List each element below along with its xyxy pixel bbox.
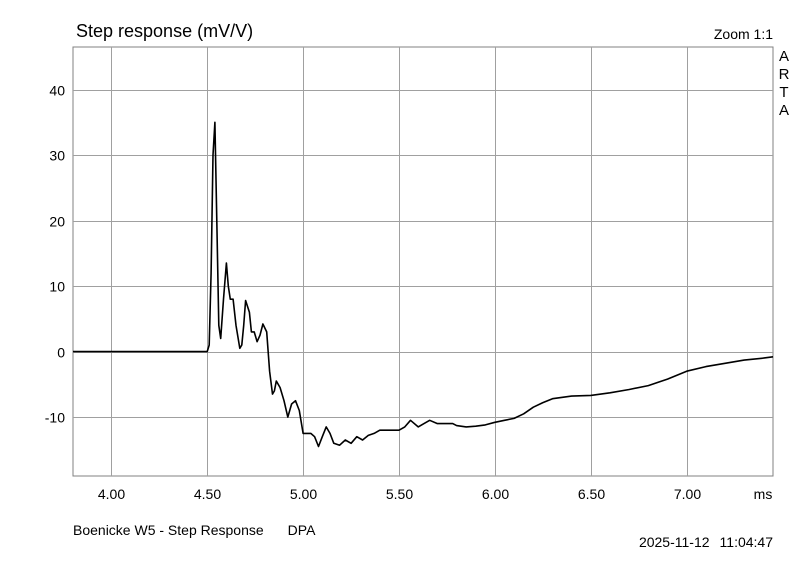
x-tick-label: 4.00 [98, 486, 125, 502]
measurement-name: Boenicke W5 - Step Response [73, 522, 264, 538]
timestamp: 2025-11-12 11:04:47 [639, 534, 773, 550]
x-tick-label: 5.00 [290, 486, 317, 502]
y-tick-label: 20 [49, 214, 65, 230]
timestamp-date: 2025-11-12 [638, 534, 710, 550]
y-tick-label: 40 [49, 83, 65, 99]
measurement-type: DPA [287, 522, 316, 538]
x-tick-label: 6.50 [578, 486, 605, 502]
y-tick-label: -10 [45, 410, 65, 426]
brand-letter: A [778, 48, 789, 65]
step-response-line [73, 121, 774, 448]
x-tick-label: 4.50 [194, 486, 221, 502]
y-tick-label: 0 [57, 345, 65, 361]
x-axis-unit: ms [754, 486, 773, 502]
measurement-info: Boenicke W5 - Step Response DPA [73, 522, 315, 538]
y-tick-label: 30 [49, 148, 65, 164]
brand-letter: R [778, 66, 790, 83]
chart-title: Step response (mV/V) [76, 21, 254, 41]
x-tick-label: 5.50 [386, 486, 413, 502]
brand-letter: A [778, 102, 789, 119]
zoom-indicator: Zoom 1:1 [713, 26, 773, 42]
brand-letter: T [779, 84, 789, 101]
vertical-brand-label: A R T A [777, 48, 791, 120]
timestamp-time: 11:04:47 [719, 534, 773, 550]
x-tick-label: 7.00 [674, 486, 701, 502]
y-tick-label: 10 [49, 279, 65, 295]
plot-frame [72, 46, 774, 477]
x-tick-label: 6.00 [482, 486, 509, 502]
